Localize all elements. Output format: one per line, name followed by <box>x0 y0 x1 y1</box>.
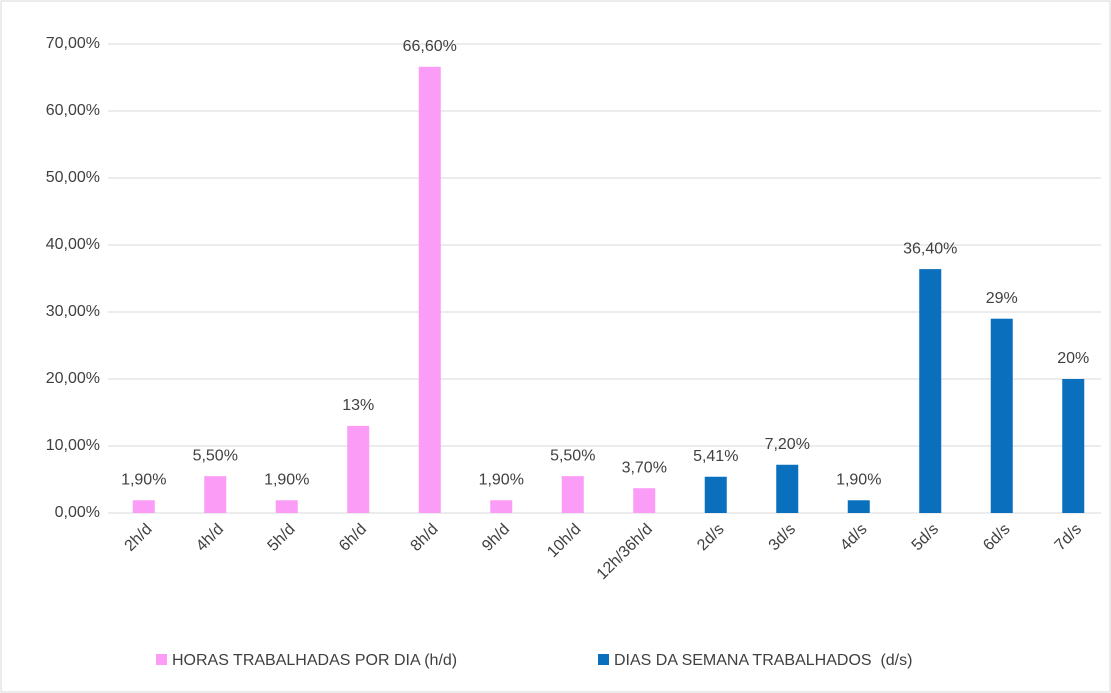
value-label: 5,50% <box>550 447 595 464</box>
bar <box>490 500 513 513</box>
bar <box>633 488 656 513</box>
y-tick-label: 10,00% <box>46 437 100 454</box>
bar <box>561 476 584 513</box>
value-label: 36,40% <box>903 240 957 257</box>
value-label: 1,90% <box>264 471 309 488</box>
value-label: 5,41% <box>693 448 738 465</box>
y-tick-label: 30,00% <box>46 303 100 320</box>
legend-label: HORAS TRABALHADAS POR DIA (h/d) <box>172 652 457 669</box>
bar <box>204 476 227 513</box>
bar <box>847 500 870 513</box>
bar <box>990 318 1013 513</box>
bar <box>704 476 727 513</box>
legend-label: DIAS DA SEMANA TRABALHADOS (d/s) <box>614 652 912 669</box>
bar <box>347 425 370 513</box>
bar <box>275 500 298 513</box>
y-tick-label: 60,00% <box>46 102 100 119</box>
legend-swatch <box>156 654 167 665</box>
y-tick-label: 40,00% <box>46 236 100 253</box>
value-label: 1,90% <box>836 471 881 488</box>
value-label: 66,60% <box>403 38 457 55</box>
y-tick-label: 20,00% <box>46 370 100 387</box>
value-label: 5,50% <box>193 447 238 464</box>
legend-swatch <box>598 654 609 665</box>
bar <box>418 66 441 513</box>
value-label: 13% <box>342 397 374 414</box>
value-label: 3,70% <box>622 459 667 476</box>
bar <box>1062 379 1085 513</box>
value-label: 1,90% <box>479 471 524 488</box>
y-tick-label: 50,00% <box>46 169 100 186</box>
value-label: 20% <box>1057 350 1089 367</box>
y-tick-label: 0,00% <box>55 504 100 521</box>
bar <box>776 464 799 513</box>
bar <box>919 269 942 513</box>
bar <box>132 500 155 513</box>
value-label: 1,90% <box>121 471 166 488</box>
value-label: 7,20% <box>765 436 810 453</box>
value-label: 29% <box>986 290 1018 307</box>
y-tick-label: 70,00% <box>46 35 100 52</box>
